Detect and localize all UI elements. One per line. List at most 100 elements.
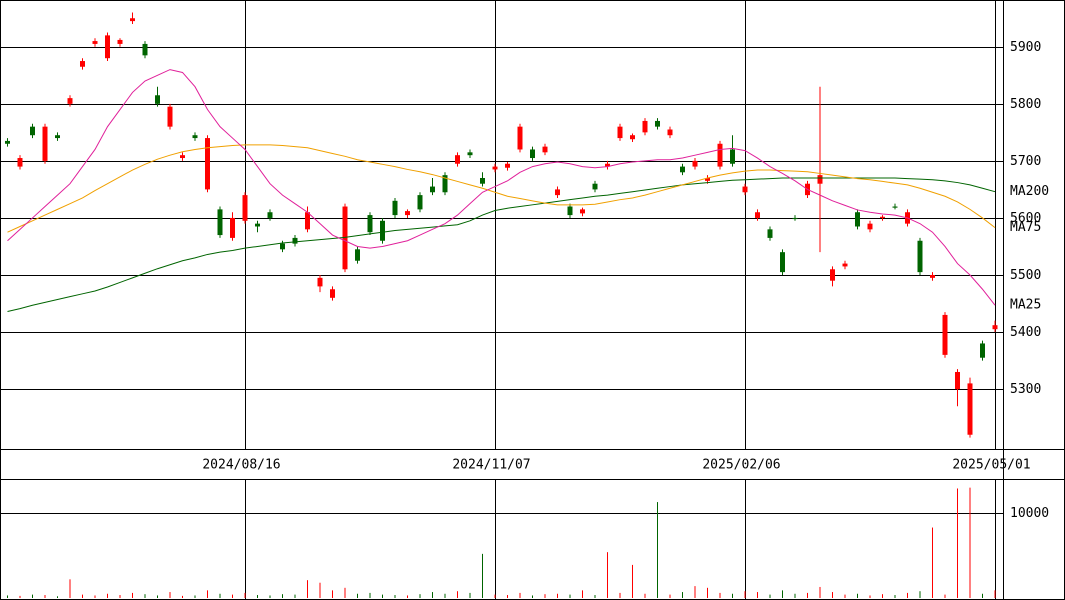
- candle-body: [555, 189, 560, 196]
- volume-bar: [57, 596, 58, 598]
- candle-body: [930, 274, 935, 278]
- volume-bar: [69, 579, 71, 598]
- candle-body: [42, 126, 48, 161]
- volume-bar: [732, 593, 733, 598]
- volume-bar: [382, 594, 383, 598]
- volume-bar: [432, 592, 433, 598]
- volume-bar: [919, 591, 921, 598]
- volume-bar: [344, 587, 346, 598]
- candle-body: [655, 120, 660, 127]
- volume-bar: [7, 595, 8, 598]
- candle-body: [317, 277, 323, 287]
- candle-body: [205, 138, 210, 190]
- candle-body: [942, 314, 948, 355]
- ma-line: [7, 177, 996, 312]
- volume-bar: [782, 590, 783, 598]
- candle-body: [592, 183, 598, 190]
- volume-bar: [19, 595, 21, 598]
- volume-bar: [544, 594, 546, 598]
- y-tick-label: 5300: [1010, 382, 1041, 397]
- y-tick-label: 5600: [1010, 211, 1041, 226]
- volume-bar: [119, 595, 121, 598]
- volume-bar: [657, 502, 658, 598]
- candle-body: [117, 39, 123, 44]
- candle-body: [955, 371, 960, 390]
- candle-body: [517, 126, 523, 150]
- volume-bar: [282, 594, 283, 598]
- candle-body: [105, 35, 110, 59]
- y-tick-label: 5400: [1010, 325, 1041, 340]
- candle-body: [830, 269, 835, 281]
- volume-bar: [769, 594, 771, 598]
- volume-bar: [394, 595, 396, 598]
- volume-bar: [669, 594, 671, 598]
- y-tick-label: 5500: [1010, 268, 1041, 283]
- volume-bar: [869, 595, 871, 598]
- candle-body: [55, 135, 60, 139]
- candle-body: [780, 252, 785, 273]
- candle-body: [192, 135, 198, 139]
- volume-bar: [757, 592, 758, 598]
- candle-body: [455, 155, 460, 164]
- candle-body: [255, 223, 260, 227]
- volume-bar: [744, 591, 746, 598]
- volume-bar: [407, 595, 408, 598]
- volume-bar: [682, 592, 683, 598]
- candle-body: [480, 178, 485, 184]
- candle-body: [305, 212, 310, 230]
- y-tick-label: 10000: [1010, 506, 1049, 521]
- volume-bar: [457, 591, 458, 598]
- candle-body: [967, 383, 973, 435]
- volume-bar: [219, 593, 221, 598]
- candle-body: [992, 325, 998, 330]
- candle-body: [367, 215, 373, 233]
- candle-body: [330, 289, 335, 298]
- volume-bar: [882, 594, 883, 598]
- volume-bar: [82, 594, 83, 598]
- candle-body: [442, 175, 448, 193]
- candle-body: [755, 212, 760, 218]
- volume-bar: [694, 586, 696, 598]
- volume-bar: [707, 587, 708, 598]
- candle-body: [855, 212, 860, 227]
- volume-bar: [819, 586, 821, 598]
- candle-body: [680, 166, 685, 173]
- volume-bar: [794, 593, 796, 598]
- candle-body: [17, 158, 23, 167]
- candle-body: [867, 223, 873, 230]
- volume-bar: [44, 595, 46, 598]
- candle-body: [342, 206, 348, 270]
- x-tick-label: 2024/11/07: [452, 458, 530, 473]
- candle-body: [392, 200, 398, 216]
- volume-bar: [519, 592, 521, 598]
- candle-body: [705, 178, 710, 181]
- candle-body: [842, 263, 848, 267]
- volume-bar: [419, 594, 421, 598]
- candle-body: [542, 146, 548, 153]
- volume-bar: [182, 595, 183, 598]
- volume-bar: [307, 580, 308, 598]
- candle-body: [792, 217, 798, 220]
- candle-body: [730, 149, 735, 164]
- volume-bar: [832, 592, 833, 598]
- volume-bar: [982, 593, 983, 598]
- candle-body: [917, 240, 923, 273]
- volume-bar: [844, 594, 846, 598]
- volume-bar: [507, 595, 508, 598]
- volume-bar: [532, 595, 533, 598]
- candle-body: [355, 249, 360, 261]
- volume-bar: [132, 592, 133, 598]
- candle-body: [692, 160, 698, 167]
- y-tick-label: 5800: [1010, 97, 1041, 112]
- candle-body: [892, 206, 898, 208]
- candle-body: [817, 175, 823, 184]
- volume-bar: [994, 590, 996, 598]
- candle-body: [217, 209, 223, 236]
- x-tick-label: 2025/05/01: [952, 458, 1030, 473]
- volume-bar: [294, 594, 296, 598]
- candle-body: [5, 140, 10, 144]
- candle-body: [67, 98, 73, 104]
- legend-label: MA25: [1010, 298, 1041, 313]
